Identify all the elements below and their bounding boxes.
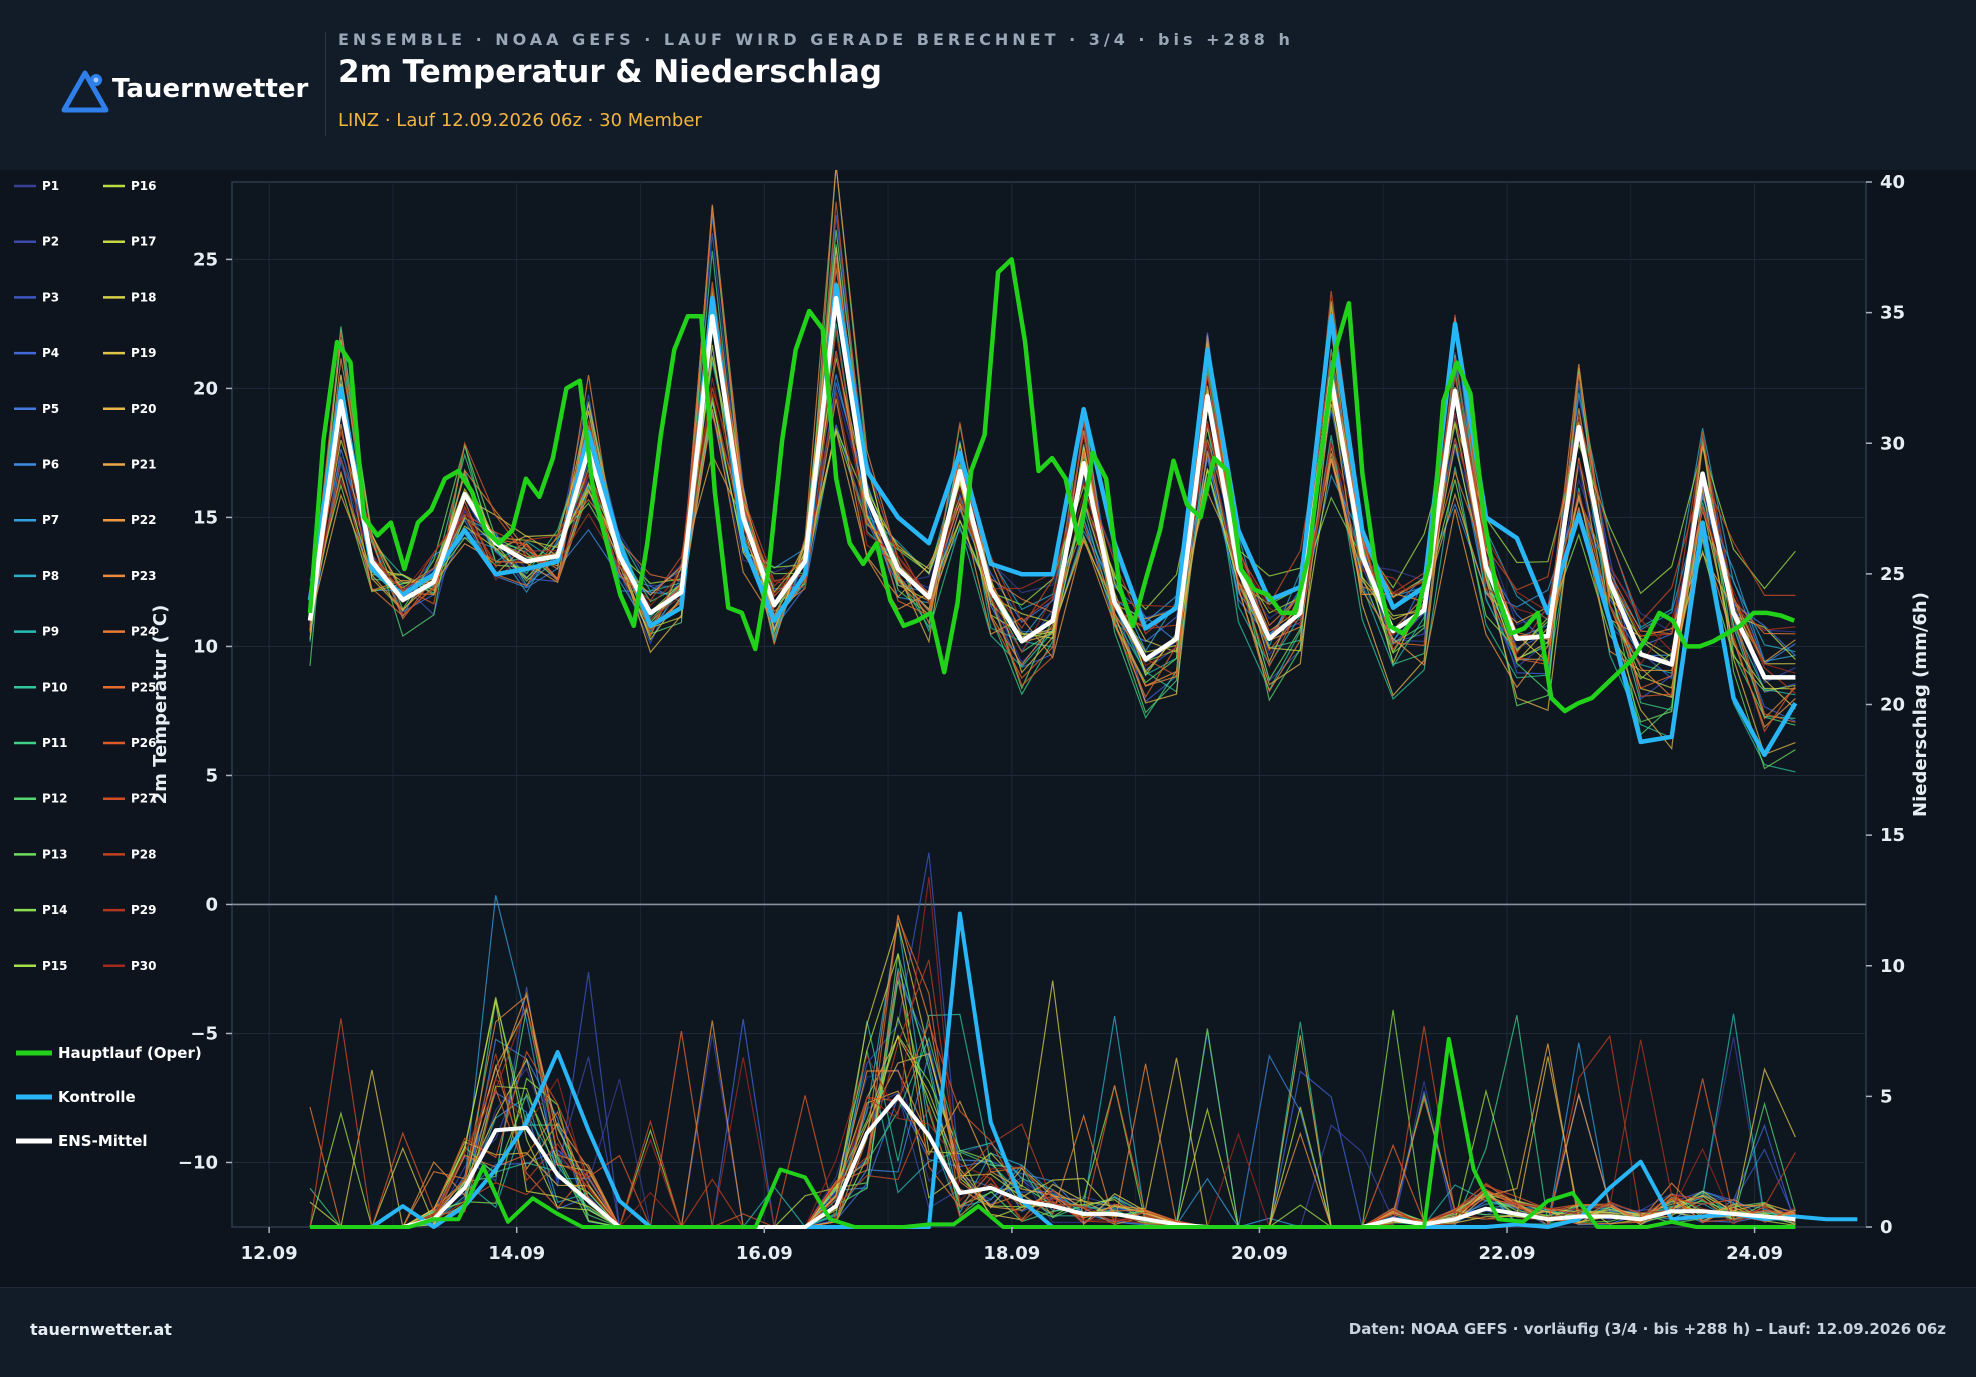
legend-label: ENS-Mittel (58, 1132, 148, 1150)
legend-label: Kontrolle (58, 1088, 136, 1106)
y-tick-label: 10 (193, 636, 218, 657)
legend-label: P25 (131, 680, 157, 694)
page-subtitle: LINZ · Lauf 12.09.2026 06z · 30 Member (338, 110, 702, 131)
legend-label: P30 (131, 959, 157, 973)
legend-label: P28 (131, 847, 157, 861)
member-precip-line (310, 914, 1796, 1228)
legend-label: P9 (42, 625, 59, 639)
y-tick-label: −5 (190, 1023, 218, 1044)
legend: P1 P2 P3 P4 P5 P6 P7 P8 P9 P10 P11 P12 P13 P14 P15 P16 P… (14, 179, 202, 1150)
legend-label: Hauptlauf (Oper) (58, 1044, 202, 1062)
x-tick-label: 18.09 (983, 1243, 1040, 1264)
y2-tick-label: 15 (1880, 825, 1905, 846)
y2-tick-label: 5 (1880, 1086, 1893, 1107)
y-tick-label: 25 (193, 249, 218, 270)
mean-temp-line (307, 295, 1796, 680)
member-precip-line (310, 1035, 1796, 1228)
y-tick-label: 0 (205, 894, 218, 915)
member-temp-line (309, 330, 1796, 635)
legend-label: P21 (131, 458, 157, 472)
footer-site: tauernwetter.at (30, 1320, 172, 1339)
legend-label: P4 (42, 346, 59, 360)
y2-axis-label: Niederschlag (mm/6h) (1910, 592, 1931, 817)
x-tick-label: 14.09 (488, 1243, 545, 1264)
header: Tauernwetter ENSEMBLE · NOAA GEFS · LAUF… (0, 0, 1976, 170)
legend-label: P23 (131, 569, 157, 583)
legend-label: P13 (42, 847, 68, 861)
legend-label: P14 (42, 903, 68, 917)
legend-label: P8 (42, 569, 59, 583)
legend-label: P12 (42, 792, 68, 806)
axes: −10 −5 0 5 10 15 20 25 0 5 10 15 20 25 30 35 40 12.09 14.0… (150, 172, 1931, 1264)
legend-label: P29 (131, 903, 157, 917)
legend-label: P15 (42, 959, 68, 973)
member-precip-line (310, 1003, 1796, 1229)
page-title: 2m Temperatur & Niederschlag (338, 54, 882, 90)
footer: tauernwetter.at Daten: NOAA GEFS · vorlä… (0, 1287, 1976, 1377)
legend-label: P22 (131, 513, 157, 527)
x-tick-label: 16.09 (736, 1243, 793, 1264)
mean-precip-line (310, 1094, 1796, 1229)
legend-label: P7 (42, 513, 59, 527)
legend-label: P1 (42, 179, 59, 193)
x-tick-label: 24.09 (1726, 1243, 1783, 1264)
legend-label: P17 (131, 235, 157, 249)
x-tick-label: 12.09 (241, 1243, 298, 1264)
header-divider (325, 32, 326, 136)
y2-tick-label: 25 (1880, 564, 1905, 585)
legend-label: P18 (131, 290, 157, 304)
y-axis-label: 2m Temperatur (°C) (150, 605, 171, 805)
y2-tick-label: 20 (1880, 695, 1905, 716)
footer-source: Daten: NOAA GEFS · vorläufig (3/4 · bis … (1348, 1320, 1946, 1338)
y2-tick-label: 40 (1880, 172, 1905, 193)
control-temp-line (307, 282, 1798, 758)
y2-tick-label: 0 (1880, 1217, 1893, 1238)
legend-label: P3 (42, 290, 59, 304)
y2-tick-label: 35 (1880, 303, 1905, 324)
y-tick-label: 5 (205, 765, 218, 786)
y-tick-label: 20 (193, 378, 218, 399)
logo-text: Tauernwetter (112, 74, 309, 104)
legend-label: P6 (42, 458, 59, 472)
y-tick-label: 15 (193, 507, 218, 528)
legend-label: P19 (131, 346, 157, 360)
highlight-lines (307, 257, 1858, 1229)
ensemble-chart: −10 −5 0 5 10 15 20 25 0 5 10 15 20 25 30 35 40 12.09 14.0… (14, 170, 1931, 1264)
legend-label: P20 (131, 402, 157, 416)
oper-temp-line (307, 257, 1795, 714)
legend-label: P5 (42, 402, 59, 416)
oper-precip-line (310, 1036, 1796, 1229)
x-tick-label: 22.09 (1479, 1243, 1536, 1264)
legend-label: P16 (131, 179, 157, 193)
legend-label: P26 (131, 736, 157, 750)
y2-tick-label: 10 (1880, 956, 1905, 977)
y2-tick-label: 30 (1880, 433, 1905, 454)
member-precip-line (310, 1043, 1796, 1228)
legend-label: P27 (131, 792, 157, 806)
x-tick-label: 20.09 (1231, 1243, 1288, 1264)
legend-label: P10 (42, 680, 68, 694)
mountain-logo-icon (61, 70, 109, 113)
member-temp-line (309, 374, 1796, 662)
grid (232, 182, 1866, 1227)
y-tick-label: −10 (178, 1152, 218, 1173)
legend-label: P24 (131, 625, 157, 639)
legend-label: P11 (42, 736, 68, 750)
legend-label: P2 (42, 235, 59, 249)
header-kicker: ENSEMBLE · NOAA GEFS · LAUF WIRD GERADE … (338, 30, 1294, 49)
